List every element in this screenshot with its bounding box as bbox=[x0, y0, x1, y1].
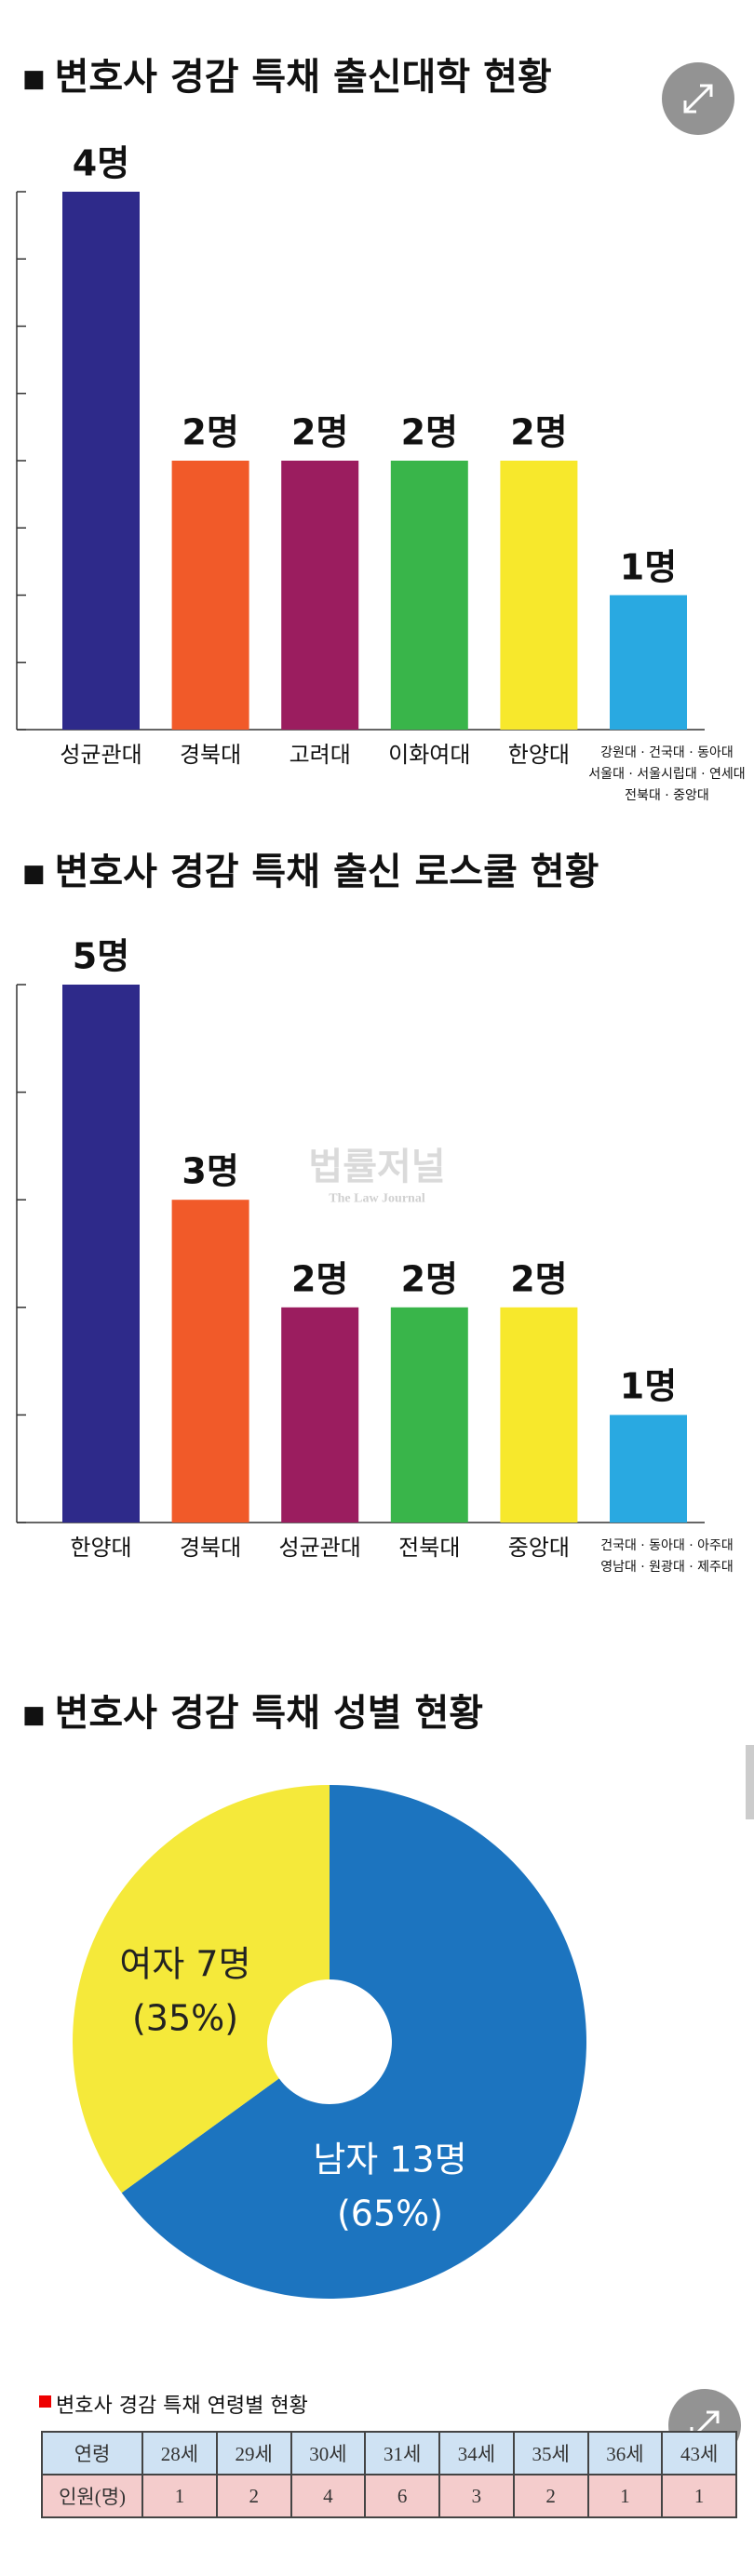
scrollbar bbox=[746, 1745, 754, 1819]
x-tick-label: 경북대 bbox=[179, 1535, 242, 1561]
x-tick-label: 강원대 · 건국대 · 동아대 서울대 · 서울시립대 · 연세대 전북대 · … bbox=[588, 745, 746, 803]
bar bbox=[610, 595, 687, 730]
slice-label: 여자 7명 bbox=[119, 1943, 251, 1985]
x-tick-label: 고려대 bbox=[289, 742, 351, 768]
chart-title: ■ 변호사 경감 특채 출신 로스쿨 현황 bbox=[22, 851, 599, 893]
bar bbox=[171, 461, 249, 730]
bar bbox=[500, 461, 578, 730]
value-label: 5명 bbox=[72, 935, 130, 977]
table-cell: 34세 bbox=[438, 2431, 515, 2475]
table-cell: 30세 bbox=[289, 2431, 367, 2475]
bar bbox=[500, 1307, 578, 1523]
title-text: 변호사 경감 특채 출신 로스쿨 현황 bbox=[54, 851, 599, 893]
chart-title: ■ 변호사 경감 특채 출신대학 현황 bbox=[22, 56, 552, 99]
x-tick-label: 한양대 bbox=[70, 1535, 132, 1561]
table-cell: 2 bbox=[512, 2474, 589, 2518]
slice-label: 남자 13명 bbox=[313, 2139, 467, 2180]
table-cell: 29세 bbox=[215, 2431, 292, 2475]
title-text: 변호사 경감 특채 출신대학 현황 bbox=[54, 56, 552, 99]
watermark-subtitle: The Law Journal bbox=[329, 1191, 425, 1206]
value-label: 3명 bbox=[182, 1150, 239, 1192]
table-cell: 연령 bbox=[40, 2431, 144, 2475]
value-label: 2명 bbox=[510, 411, 568, 453]
expand-button[interactable] bbox=[662, 62, 734, 135]
bar bbox=[171, 1200, 249, 1523]
title-text: 변호사 경감 특채 성별 현황 bbox=[54, 1692, 484, 1735]
table-cell: 43세 bbox=[661, 2431, 737, 2475]
age-table: 연령 28세 29세 30세 31세 34세 35세 36세 43세 인원(명) 1 2 4 6 3 2 1 1 bbox=[40, 2431, 737, 2518]
table-cell: 3 bbox=[438, 2474, 515, 2518]
table-cell: 인원(명) bbox=[40, 2474, 144, 2518]
value-label: 2명 bbox=[290, 411, 349, 453]
table-cell: 36세 bbox=[586, 2431, 664, 2475]
table-cell: 4 bbox=[289, 2474, 367, 2518]
x-tick-label: 성균관대 bbox=[60, 742, 142, 768]
x-tick-label: 전북대 bbox=[398, 1535, 461, 1561]
pie-slice bbox=[121, 1785, 586, 2299]
x-tick-label: 성균관대 bbox=[278, 1535, 361, 1561]
table-cell: 31세 bbox=[364, 2431, 441, 2475]
watermark: 법률저널 bbox=[308, 1146, 446, 1188]
x-tick-label: 중앙대 bbox=[507, 1535, 571, 1561]
table-cell: 35세 bbox=[512, 2431, 589, 2475]
value-label: 2명 bbox=[400, 1258, 458, 1300]
value-label: 2명 bbox=[182, 411, 239, 453]
bar bbox=[281, 461, 359, 730]
table-cell: 28세 bbox=[141, 2431, 218, 2475]
bar bbox=[390, 461, 468, 730]
table-row: 인원(명) 1 2 4 6 3 2 1 1 bbox=[40, 2474, 737, 2518]
chart-title: ■ 변호사 경감 특채 성별 현황 bbox=[22, 1692, 484, 1735]
x-tick-label: 이화여대 bbox=[388, 742, 471, 768]
table-row: 연령 28세 29세 30세 31세 34세 35세 36세 43세 bbox=[40, 2431, 737, 2475]
table-title-marker bbox=[39, 2395, 51, 2408]
bar bbox=[62, 192, 140, 730]
value-label: 2명 bbox=[510, 1258, 568, 1300]
bar bbox=[610, 1415, 687, 1523]
value-label: 2명 bbox=[290, 1258, 349, 1300]
table-cell: 1 bbox=[141, 2474, 218, 2518]
pie-slice bbox=[73, 1785, 330, 2194]
value-label: 1명 bbox=[619, 545, 678, 587]
x-tick-label: 경북대 bbox=[179, 742, 242, 768]
value-label: 1명 bbox=[619, 1365, 678, 1407]
table-cell: 1 bbox=[586, 2474, 664, 2518]
x-tick-label: 건국대 · 동아대 · 아주대 영남대 · 원광대 · 제주대 bbox=[600, 1538, 734, 1575]
x-tick-label: 한양대 bbox=[507, 742, 571, 768]
bar bbox=[281, 1307, 359, 1523]
value-label: 4명 bbox=[72, 142, 130, 184]
bar bbox=[62, 985, 140, 1523]
table-cell: 6 bbox=[364, 2474, 441, 2518]
slice-value-label: (35%) bbox=[131, 1997, 239, 2039]
slice-value-label: (65%) bbox=[336, 2193, 444, 2234]
table-cell: 2 bbox=[215, 2474, 292, 2518]
bar bbox=[390, 1307, 468, 1523]
table-cell: 1 bbox=[661, 2474, 737, 2518]
table-title: 변호사 경감 특채 연령별 현황 bbox=[56, 2395, 308, 2418]
value-label: 2명 bbox=[400, 411, 458, 453]
